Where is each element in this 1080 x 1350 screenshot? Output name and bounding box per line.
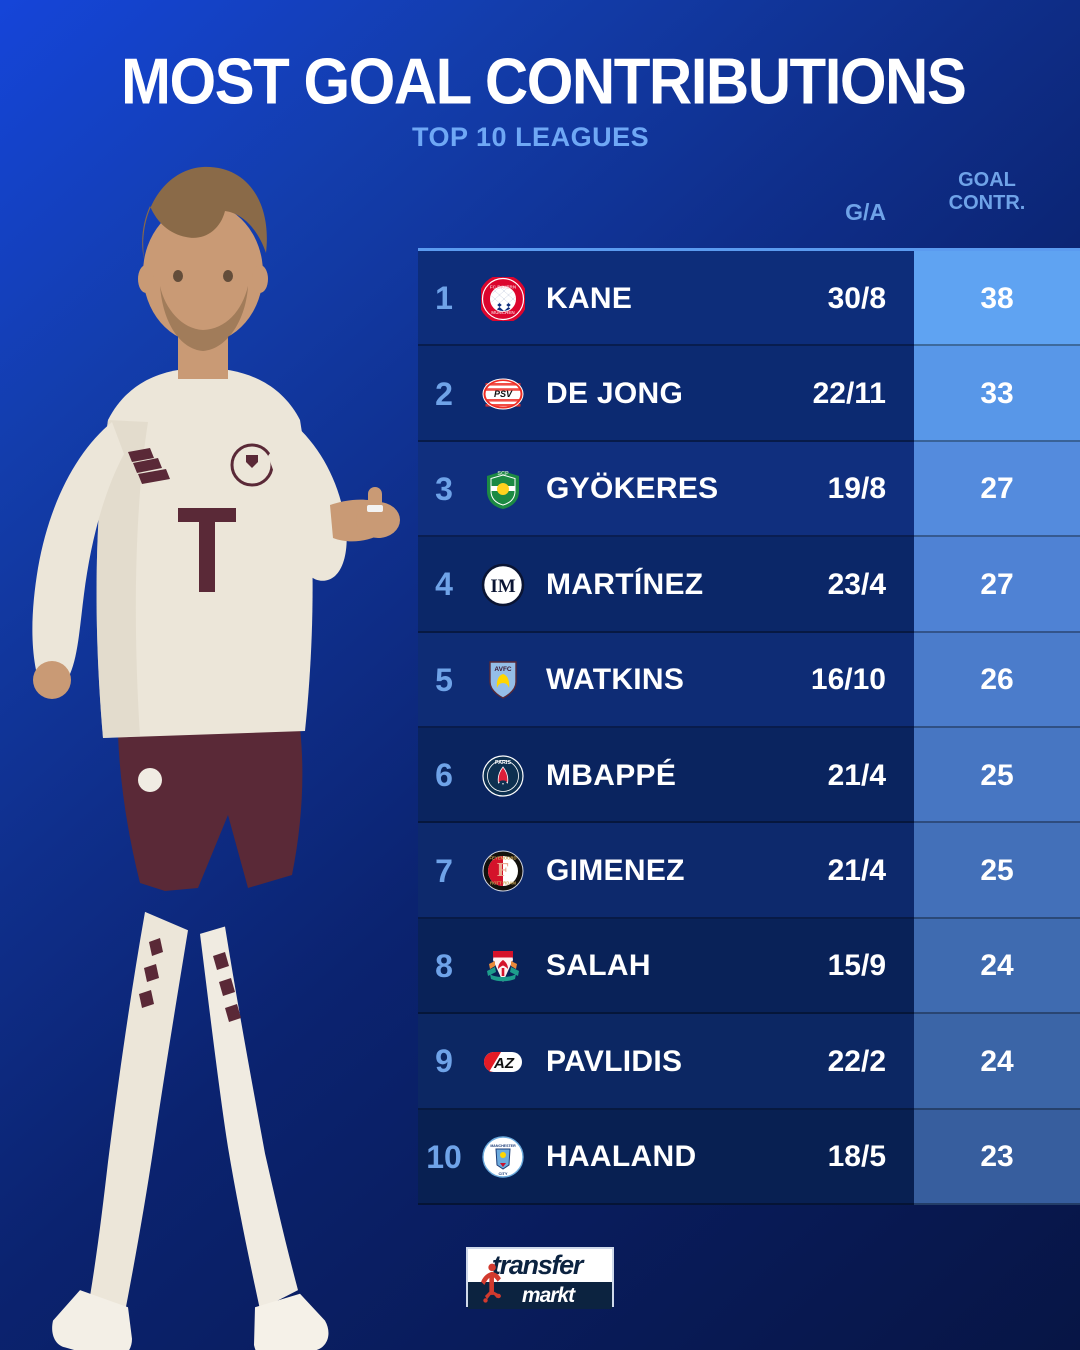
svg-text:F: F (497, 859, 509, 881)
svg-text:AVFC: AVFC (494, 666, 512, 673)
svg-text:SCP: SCP (497, 471, 509, 477)
svg-text:FEYENOORD: FEYENOORD (489, 856, 516, 861)
svg-text:PARIS: PARIS (495, 760, 511, 766)
svg-text:FC BAYERN: FC BAYERN (490, 284, 517, 289)
svg-text:AZ: AZ (493, 1055, 515, 1072)
svg-text:MANCHESTER: MANCHESTER (490, 1144, 516, 1148)
svg-text:MÜNCHEN: MÜNCHEN (491, 309, 515, 315)
svg-text:ROTT·RDAM: ROTT·RDAM (490, 881, 516, 886)
svg-text:IM: IM (490, 576, 515, 597)
svg-text:CITY: CITY (498, 1171, 507, 1176)
svg-text:PSV: PSV (494, 389, 513, 399)
